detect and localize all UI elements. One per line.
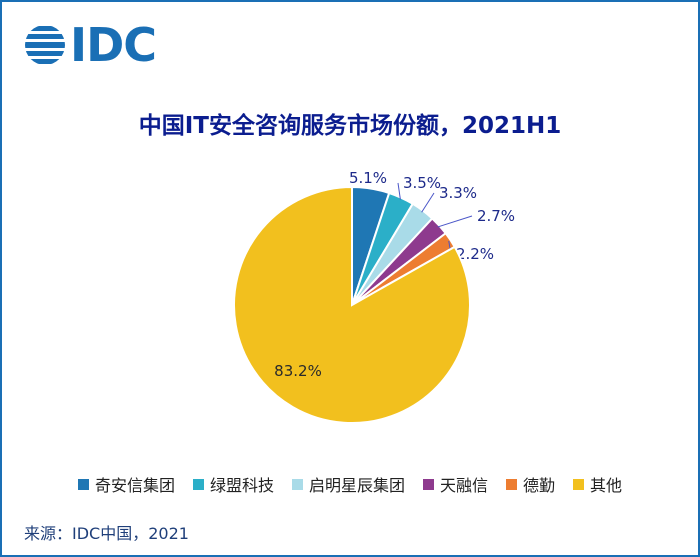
globe-stripes-icon bbox=[25, 26, 65, 64]
legend-swatch bbox=[423, 478, 434, 490]
data-label-1: 3.5% bbox=[403, 174, 441, 192]
leader-line-3 bbox=[437, 215, 473, 228]
chart-legend: 奇安信集团 绿盟科技 启明星辰集团 天融信 德勤 其他 bbox=[2, 472, 698, 496]
logo-text: IDC bbox=[70, 18, 157, 72]
legend-swatch bbox=[192, 478, 204, 490]
legend-label: 其他 bbox=[590, 476, 623, 495]
data-label-4: 2.2% bbox=[456, 245, 494, 263]
leader-line-2 bbox=[421, 192, 435, 213]
legend-item-0: 奇安信集团 bbox=[77, 472, 175, 496]
data-label-5: 83.2% bbox=[274, 362, 322, 380]
data-label-3: 2.7% bbox=[477, 207, 515, 225]
legend-swatch bbox=[573, 478, 585, 490]
leader-line-1 bbox=[397, 182, 401, 200]
legend-label: 绿盟科技 bbox=[209, 476, 274, 495]
legend-label: 天融信 bbox=[440, 476, 489, 495]
idc-logo: IDC bbox=[24, 18, 157, 72]
legend-item-5: 其他 bbox=[573, 472, 622, 496]
legend-swatch bbox=[77, 478, 89, 490]
data-label-2: 3.3% bbox=[439, 184, 477, 202]
legend-item-4: 德勤 bbox=[506, 472, 555, 496]
chart-title: 中国IT安全咨询服务市场份额，2021H1 bbox=[138, 113, 562, 139]
source-note: 来源：IDC中国，2021 bbox=[24, 524, 189, 543]
legend-item-3: 天融信 bbox=[423, 472, 488, 496]
pie-slice-5 bbox=[233, 185, 471, 424]
legend-label: 启明星辰集团 bbox=[308, 476, 405, 495]
legend-swatch bbox=[291, 478, 303, 490]
legend-item-2: 启明星辰集团 bbox=[291, 472, 405, 496]
data-label-0: 5.1% bbox=[349, 169, 387, 187]
legend-label: 奇安信集团 bbox=[94, 476, 175, 495]
legend-item-1: 绿盟科技 bbox=[192, 472, 274, 496]
legend-label: 德勤 bbox=[523, 476, 556, 495]
legend-swatch bbox=[506, 478, 518, 490]
